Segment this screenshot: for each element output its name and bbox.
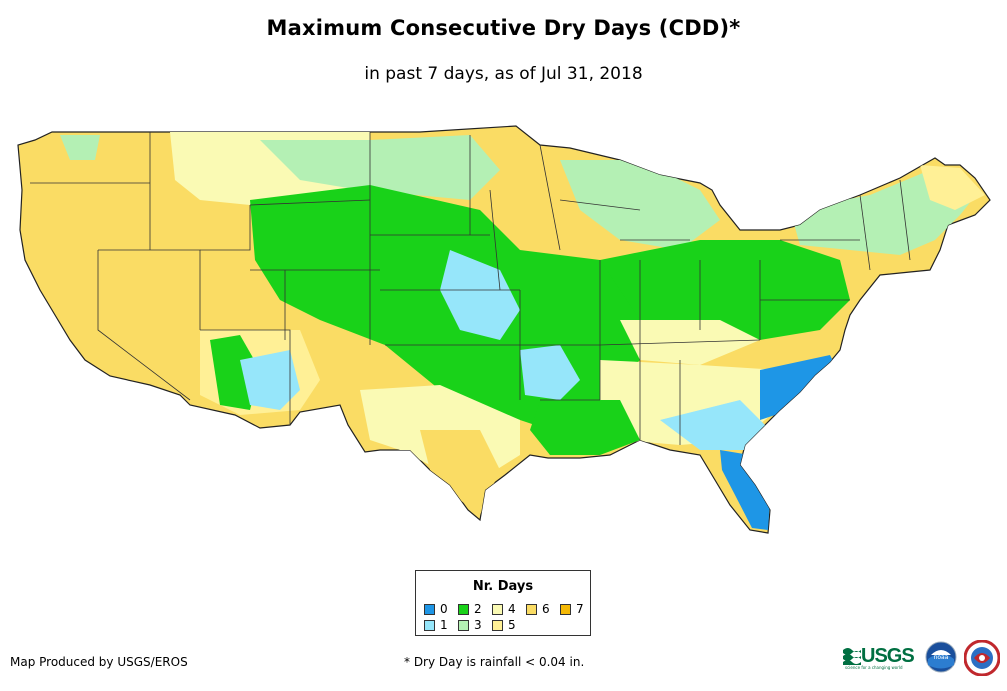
legend-swatch-2 <box>458 604 469 615</box>
legend-swatch-6 <box>526 604 537 615</box>
region-cat-0-florida <box>720 450 770 530</box>
legend-title: Nr. Days <box>472 579 534 594</box>
region-cat-1-arizona <box>240 350 300 410</box>
nws-logo <box>964 640 1000 676</box>
legend-swatch-0 <box>424 604 435 615</box>
region-cat-3-great-lakes <box>560 160 720 250</box>
region-cat-2-ohio-valley <box>600 240 850 340</box>
legend-item-6: 6 <box>526 603 550 616</box>
region-cat-1-kansas <box>440 250 520 340</box>
legend-item-0: 0 <box>424 603 448 616</box>
legend-swatch-7 <box>560 604 571 615</box>
legend-swatch-3 <box>458 620 469 631</box>
legend-swatch-5 <box>492 620 503 631</box>
legend-item-1: 1 <box>424 619 448 632</box>
map-credit: Map Produced by USGS/EROS <box>10 655 188 669</box>
legend-item-7: 7 <box>560 603 584 616</box>
region-cat-6-south-texas <box>420 430 500 515</box>
usgs-wave-icon <box>843 648 861 665</box>
legend: Nr. Days 0 1 2 3 4 5 6 7 <box>415 570 591 636</box>
region-cat-3-north-plains <box>260 135 500 200</box>
dry-day-footnote: * Dry Day is rainfall < 0.04 in. <box>404 655 585 669</box>
region-cat-3-pacific-nw <box>60 135 100 160</box>
state-boundaries <box>30 132 911 445</box>
region-cat-2-gulf-coast <box>530 400 640 455</box>
map-title: Maximum Consecutive Dry Days (CDD)* <box>266 16 741 40</box>
legend-swatch-1 <box>424 620 435 631</box>
map-subtitle: in past 7 days, as of Jul 31, 2018 <box>364 64 643 84</box>
legend-item-2: 2 <box>458 603 482 616</box>
noaa-logo: noaa <box>925 641 957 673</box>
legend-item-4: 4 <box>492 603 516 616</box>
legend-item-5: 5 <box>492 619 516 632</box>
svg-text:noaa: noaa <box>934 654 949 661</box>
legend-item-3: 3 <box>458 619 482 632</box>
region-cat-1-southeast-coast <box>660 400 770 450</box>
region-cat-1-arkansas <box>520 345 580 400</box>
usgs-logo: USGS science for a changing world <box>843 645 915 670</box>
legend-swatch-4 <box>492 604 503 615</box>
region-cat-5-new-england <box>920 165 985 210</box>
